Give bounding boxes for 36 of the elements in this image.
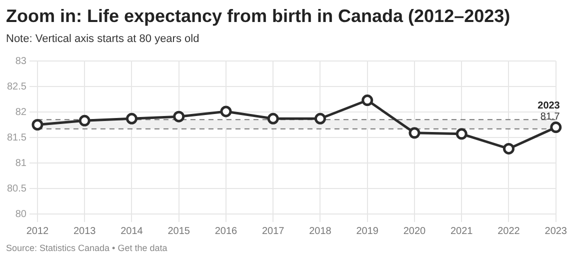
source-note: Source: Statistics Canada • Get the data [6, 243, 168, 253]
y-tick-label: 81 [15, 158, 27, 169]
x-tick-label: 2022 [498, 226, 520, 237]
point [78, 114, 90, 126]
y-tick-label: 80.5 [6, 183, 27, 194]
point [408, 127, 420, 139]
x-tick-label: 2013 [73, 226, 96, 237]
x-tick-label: 2021 [450, 226, 474, 237]
x-tick-label: 2017 [262, 226, 285, 237]
point [173, 110, 185, 122]
x-tick-label: 2020 [403, 226, 426, 237]
point [362, 94, 374, 106]
point [267, 112, 279, 124]
x-tick-label: 2012 [26, 226, 50, 237]
y-tick-label: 82.5 [6, 81, 27, 92]
point [220, 106, 232, 118]
x-tick-label: 2019 [356, 226, 379, 237]
point [550, 122, 562, 134]
chart-title: Zoom in: Life expectancy from birth in Canada (2012–2023) [6, 6, 510, 27]
x-tick-label: 2016 [214, 226, 238, 237]
y-tick-label: 83 [15, 56, 27, 67]
point [126, 112, 138, 124]
x-tick-label: 2023 [544, 226, 568, 237]
point [503, 142, 514, 154]
x-tick-label: 2014 [120, 226, 144, 237]
point [456, 128, 468, 140]
x-tick-label: 2015 [168, 226, 190, 237]
y-tick-label: 80 [15, 208, 27, 220]
y-tick-label: 82 [15, 106, 27, 118]
annotation: 2023 [538, 100, 560, 112]
x-tick-label: 2018 [309, 226, 332, 237]
data-label: 81.7 [540, 111, 560, 122]
y-tick-label: 81.5 [6, 132, 27, 144]
point [32, 119, 44, 130]
point [314, 112, 326, 124]
chart-subtitle: Note: Vertical axis starts at 80 years old [6, 33, 200, 45]
